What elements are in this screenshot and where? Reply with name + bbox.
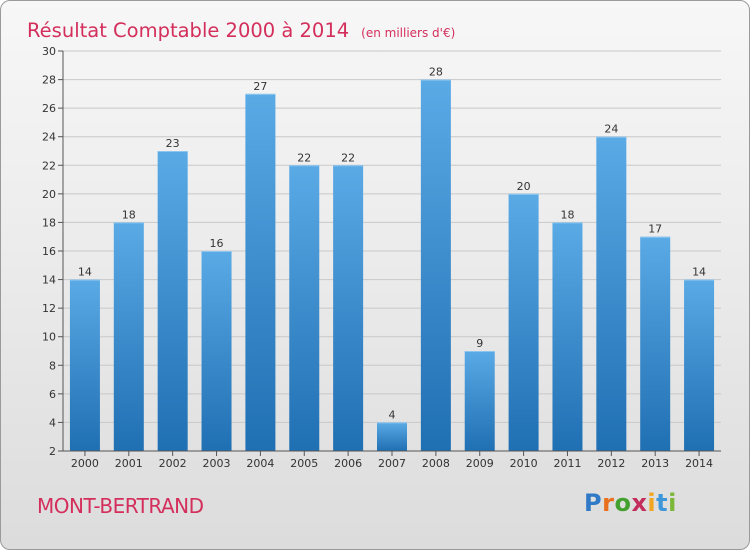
y-tick-label: 8 xyxy=(49,359,56,372)
y-tick-label: 12 xyxy=(42,302,56,315)
bar-2007 xyxy=(377,422,407,451)
value-label-2002: 23 xyxy=(166,137,180,150)
value-label-2013: 17 xyxy=(648,223,662,236)
x-tick-label-2005: 2005 xyxy=(290,457,318,470)
bar-2008 xyxy=(420,79,451,452)
value-label-2011: 18 xyxy=(560,208,574,221)
value-label-2003: 16 xyxy=(210,237,224,250)
y-tick-label: 14 xyxy=(42,274,56,287)
commune-name: MONT-BERTRAND xyxy=(37,494,204,518)
bar-2003 xyxy=(201,251,232,451)
x-tick-label-2014: 2014 xyxy=(685,457,713,470)
bar-2001 xyxy=(113,222,144,451)
x-tick-label-2010: 2010 xyxy=(510,457,538,470)
value-label-2007: 4 xyxy=(389,408,396,421)
chart-title-text: Résultat Comptable 2000 à 2014 xyxy=(27,19,350,42)
x-tick-label-2001: 2001 xyxy=(115,457,143,470)
y-tick-label: 28 xyxy=(42,74,56,87)
x-tick-label-2007: 2007 xyxy=(378,457,406,470)
logo-letter: i xyxy=(668,489,677,517)
bar-2005 xyxy=(289,165,320,452)
value-label-2014: 14 xyxy=(692,266,706,279)
value-label-2004: 27 xyxy=(253,80,267,93)
x-tick-label-2004: 2004 xyxy=(246,457,274,470)
y-tick-label: 26 xyxy=(42,102,56,115)
value-label-2008: 28 xyxy=(429,66,443,79)
value-label-2009: 9 xyxy=(476,337,483,350)
bar-2000 xyxy=(69,279,100,451)
chart-title: Résultat Comptable 2000 à 2014 (en millie… xyxy=(27,7,455,45)
bar-2013 xyxy=(640,236,671,451)
y-tick-label: 16 xyxy=(42,245,56,258)
y-tick-label: 2 xyxy=(49,445,56,458)
y-tick-label: 30 xyxy=(42,45,56,58)
bar-2014 xyxy=(684,279,715,451)
chart-title-unit: (en milliers d'€) xyxy=(361,26,456,40)
value-label-2012: 24 xyxy=(604,123,618,136)
logo-letter: r xyxy=(602,489,615,517)
bar-2009 xyxy=(464,351,495,451)
x-tick-label-2000: 2000 xyxy=(71,457,99,470)
bars: 14 18 23 16 27 22 22 4 28 9 20 18 24 17 14 xyxy=(69,66,715,452)
bar-2002 xyxy=(157,151,188,451)
value-label-2005: 22 xyxy=(297,151,311,164)
x-tick-label-2003: 2003 xyxy=(203,457,231,470)
x-tick-label-2009: 2009 xyxy=(466,457,494,470)
bar-2010 xyxy=(508,193,539,451)
x-tick-label-2002: 2002 xyxy=(159,457,187,470)
logo-letter: x xyxy=(631,489,648,517)
value-label-2010: 20 xyxy=(517,180,531,193)
proxiti-logo: Proxiti xyxy=(584,489,677,517)
bar-2006 xyxy=(333,165,364,452)
y-tick-label: 4 xyxy=(49,416,56,429)
bar-2011 xyxy=(552,222,583,451)
y-tick-label: 18 xyxy=(42,216,56,229)
x-tick-label-2012: 2012 xyxy=(597,457,625,470)
logo-letter: o xyxy=(614,489,632,517)
value-label-2001: 18 xyxy=(122,208,136,221)
y-tick-label: 22 xyxy=(42,159,56,172)
logo-letter: t xyxy=(656,489,669,517)
bar-2012 xyxy=(596,136,627,451)
x-tick-label-2013: 2013 xyxy=(641,457,669,470)
x-tick-label-2008: 2008 xyxy=(422,457,450,470)
y-tick-label: 24 xyxy=(42,131,56,144)
x-tick-label-2011: 2011 xyxy=(553,457,581,470)
x-tick-label-2006: 2006 xyxy=(334,457,362,470)
y-tick-label: 20 xyxy=(42,188,56,201)
y-tick-label: 10 xyxy=(42,331,56,344)
logo-letter: P xyxy=(584,489,603,517)
value-label-2000: 14 xyxy=(78,266,92,279)
logo-letter: i xyxy=(647,489,657,517)
value-label-2006: 22 xyxy=(341,151,355,164)
bar-2004 xyxy=(245,93,276,451)
y-tick-label: 6 xyxy=(49,388,56,401)
